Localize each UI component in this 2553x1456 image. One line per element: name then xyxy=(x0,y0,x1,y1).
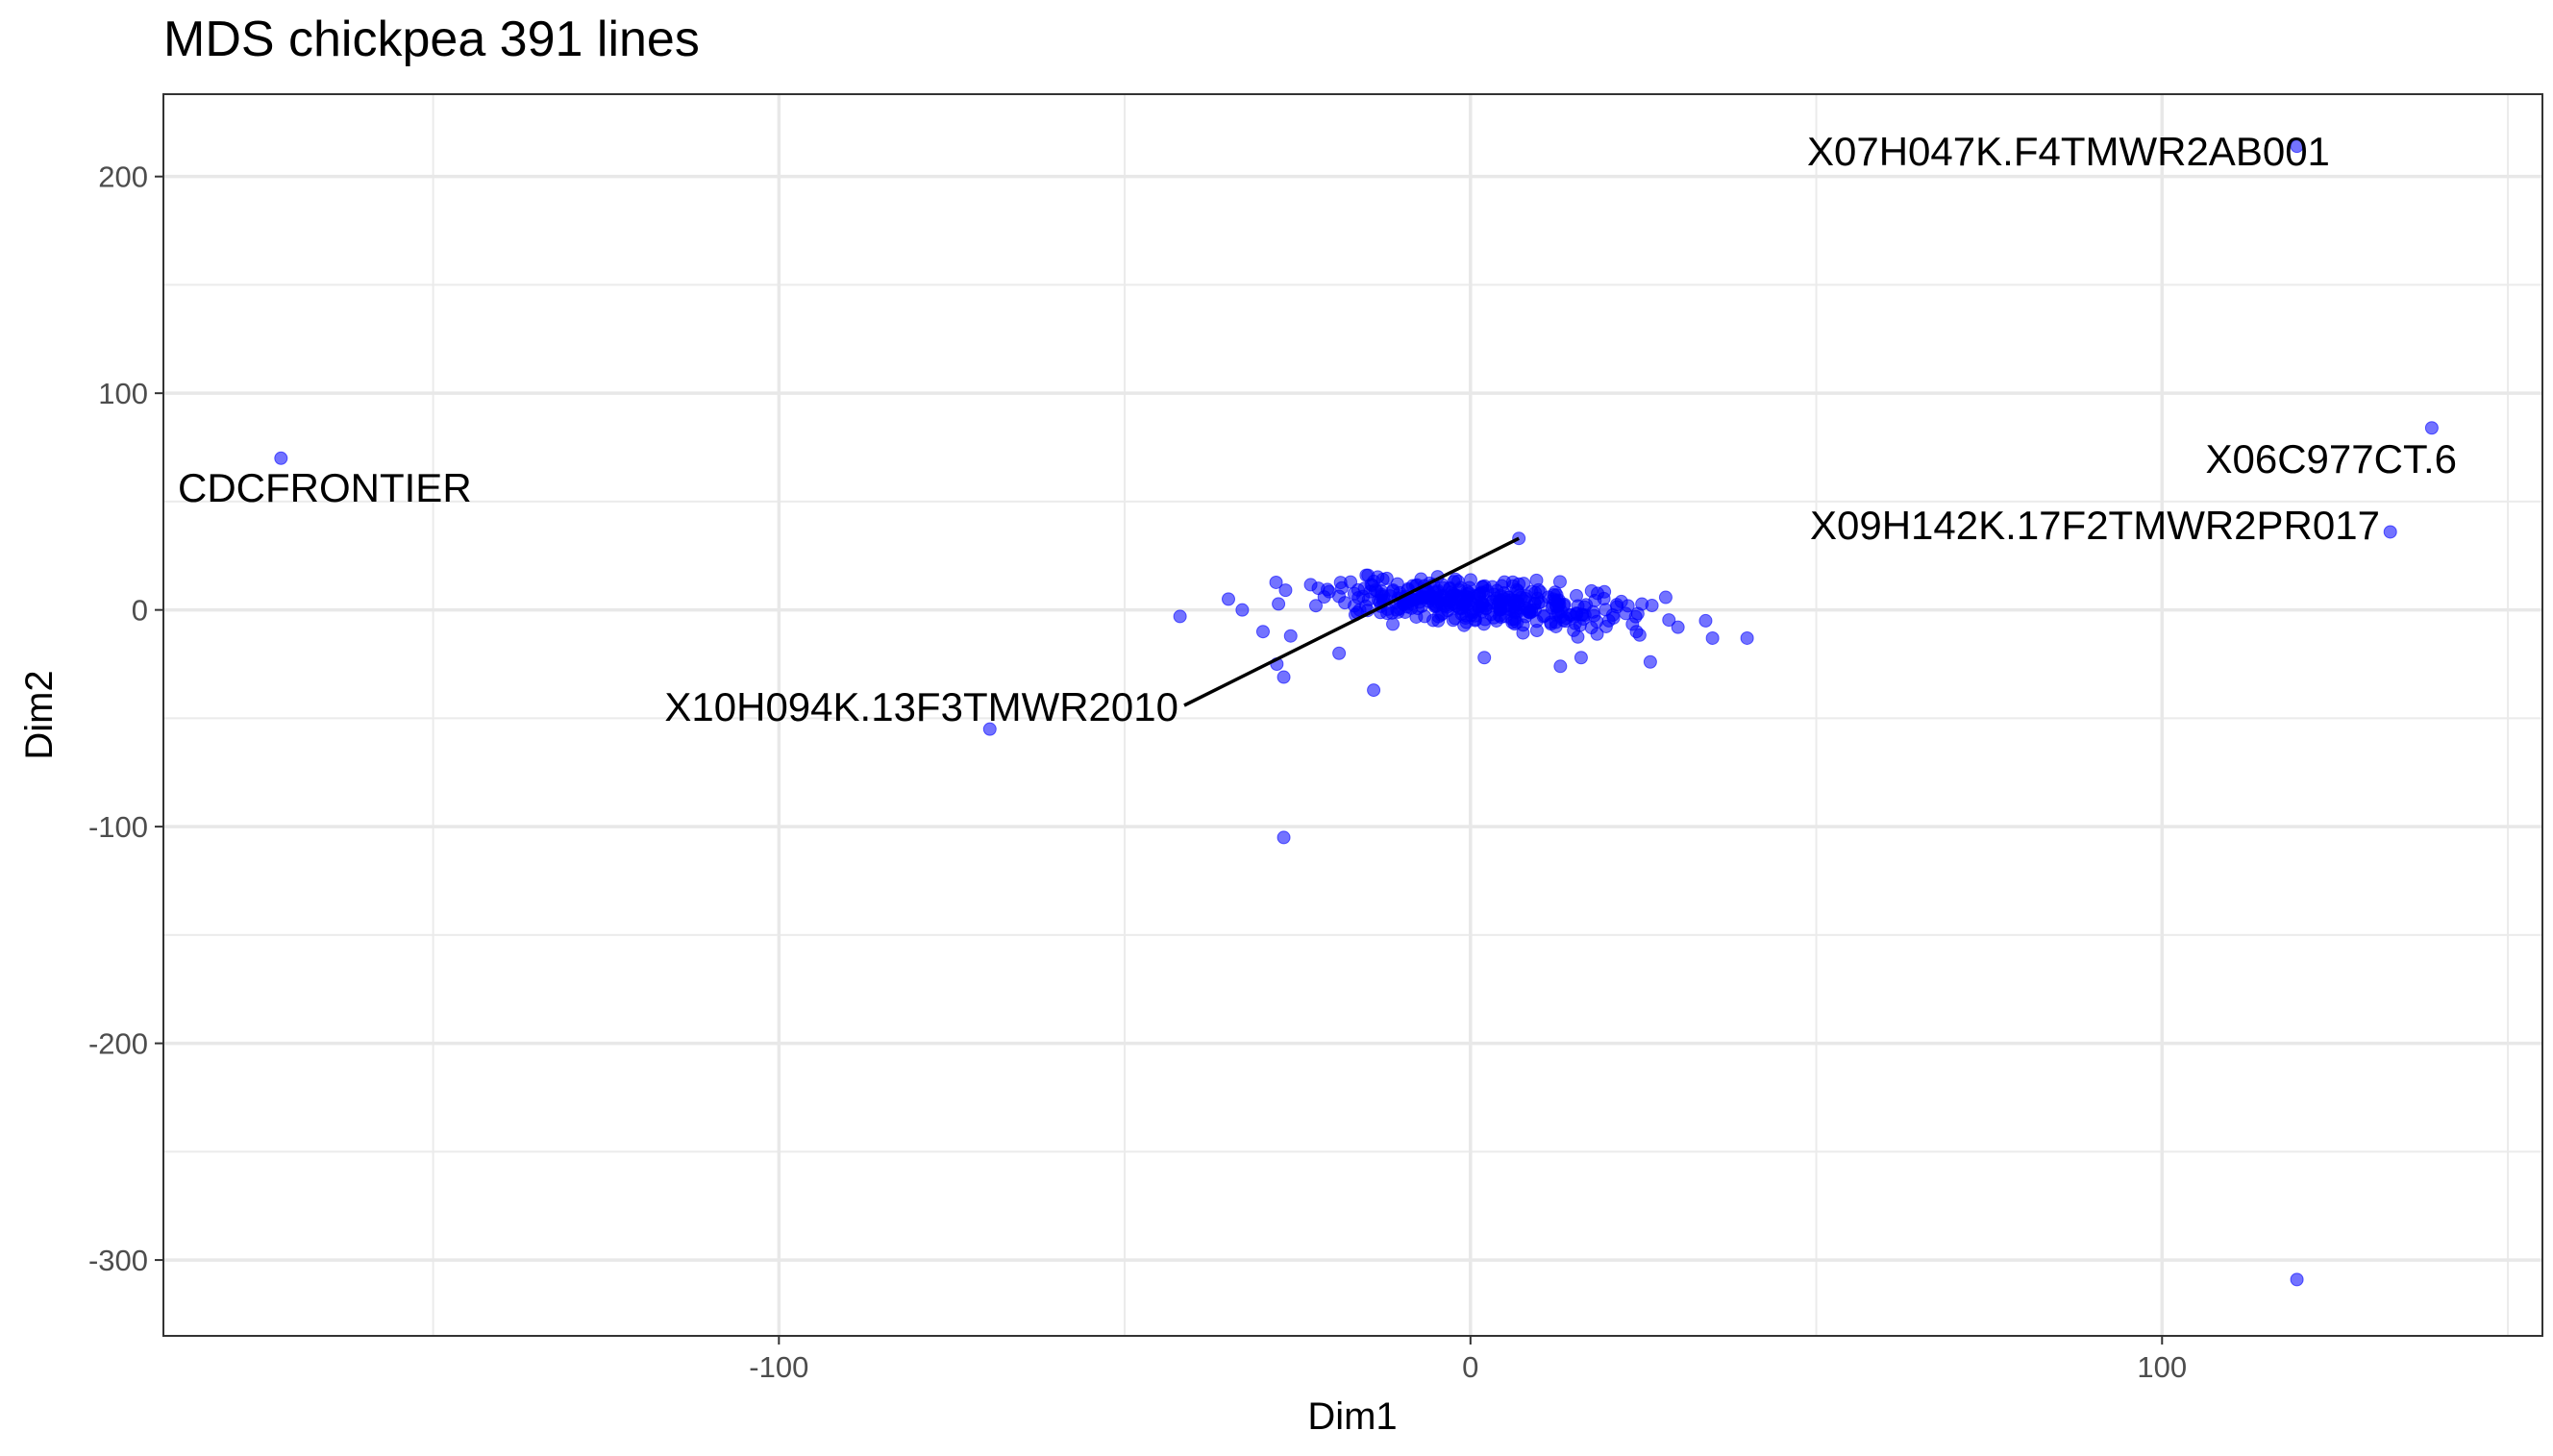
scatter-point xyxy=(1308,599,1323,613)
scatter-point xyxy=(1272,597,1286,611)
scatter-point xyxy=(1563,607,1577,622)
scatter-point xyxy=(1400,600,1414,614)
label-x07h047k: X07H047K.F4TMWR2AB001 xyxy=(1807,129,2330,174)
scatter-point xyxy=(1475,580,1490,594)
scatter-point xyxy=(1524,584,1539,599)
scatter-point xyxy=(1522,605,1536,619)
label-cdcfrontier: CDCFRONTIER xyxy=(178,465,472,510)
scatter-point xyxy=(1574,651,1588,665)
scatter-point xyxy=(1459,599,1474,613)
chart-title: MDS chickpea 391 lines xyxy=(163,12,700,67)
scatter-point xyxy=(1463,573,1477,587)
outlier-point xyxy=(2290,1272,2304,1287)
scatter-point xyxy=(1462,585,1476,600)
scatter-point xyxy=(1276,670,1291,684)
outlier-point xyxy=(274,451,288,465)
y-tick-label: 100 xyxy=(98,377,148,410)
scatter-point xyxy=(1347,586,1361,601)
scatter-point xyxy=(1658,590,1673,605)
scatter-point xyxy=(1591,586,1605,601)
scatter-point xyxy=(1449,572,1463,586)
y-tick-label: 200 xyxy=(98,160,148,194)
scatter-point xyxy=(1544,617,1558,631)
x-tick-label: 100 xyxy=(2137,1350,2187,1384)
label-leader-line xyxy=(1183,536,1520,707)
scatter-point xyxy=(1477,651,1492,665)
label-x09h142k: X09H142K.17F2TMWR2PR017 xyxy=(1810,503,2380,548)
scatter-point xyxy=(1386,617,1400,631)
scatter-point xyxy=(1490,583,1504,598)
scatter-point xyxy=(1629,625,1644,639)
scatter-point xyxy=(1375,584,1389,599)
scatter-point xyxy=(1235,603,1250,617)
scatter-point xyxy=(1344,575,1358,589)
scatter-point xyxy=(1553,659,1568,674)
scatter-point xyxy=(1385,605,1400,620)
scatter-point xyxy=(1445,585,1459,600)
scatter-point xyxy=(1414,572,1428,586)
label-x06c977ct6: X06C977CT.6 xyxy=(2206,436,2458,481)
x-tick-label: -100 xyxy=(749,1350,808,1384)
scatter-point xyxy=(1671,620,1685,634)
scatter-point xyxy=(1173,609,1187,624)
y-tick-label: 0 xyxy=(132,594,148,628)
scatter-point xyxy=(1269,575,1283,589)
scatter-point xyxy=(1283,629,1298,643)
axis-ticks: -100 0 100 200 100 0 -100 -200 -300 xyxy=(88,160,2187,1384)
label-x10h094k: X10H094K.13F3TMWR2010 xyxy=(664,684,1178,729)
scatter-point xyxy=(1601,613,1616,628)
scatter-point xyxy=(1635,597,1649,611)
outlier-point xyxy=(2424,421,2439,435)
y-axis-title: Dim2 xyxy=(18,670,61,759)
outlier-point xyxy=(1276,830,1291,845)
scatter-point xyxy=(1278,583,1293,598)
scatter-point xyxy=(1643,654,1657,669)
scatter-point xyxy=(1740,630,1754,645)
scatter-point xyxy=(1516,626,1530,640)
scatter-point xyxy=(1705,630,1720,645)
outlier-point xyxy=(2290,139,2304,154)
scatter-point xyxy=(1433,589,1448,604)
y-tick-label: -300 xyxy=(88,1244,148,1277)
scatter-point xyxy=(1698,613,1713,628)
x-tick-label: 0 xyxy=(1462,1350,1478,1384)
scatter-point xyxy=(1545,601,1559,615)
scatter-point xyxy=(1567,623,1581,637)
scatter-point xyxy=(1332,646,1347,660)
scatter-point xyxy=(1662,613,1676,628)
outlier-point xyxy=(2383,525,2397,539)
scatter-point xyxy=(1379,571,1394,585)
data-points xyxy=(274,139,2439,1287)
scatter-point xyxy=(1332,589,1347,604)
scatter-point xyxy=(1609,598,1624,612)
grid-lines xyxy=(163,94,2542,1336)
scatter-point xyxy=(1476,617,1491,631)
outlier-point xyxy=(982,722,997,736)
scatter-point xyxy=(1492,603,1506,617)
scatter-point xyxy=(1390,577,1404,591)
scatter-point xyxy=(1221,592,1235,606)
point-labels: CDCFRONTIER X10H094K.13F3TMWR2010 X07H04… xyxy=(178,129,2457,729)
scatter-point xyxy=(1367,574,1381,588)
x-axis-title: Dim1 xyxy=(1307,1395,1397,1438)
y-tick-label: -200 xyxy=(88,1027,148,1061)
scatter-point xyxy=(1367,683,1381,698)
scatter-point xyxy=(1255,625,1270,639)
scatter-point xyxy=(1311,581,1326,596)
scatter-point xyxy=(1509,582,1524,597)
label-leader-lines xyxy=(1183,536,1520,707)
scatter-point xyxy=(1579,598,1594,612)
y-tick-label: -100 xyxy=(88,810,148,844)
scatter-point xyxy=(1418,590,1432,605)
plot-panel-border xyxy=(162,93,2543,1337)
scatter-point xyxy=(1509,605,1524,619)
